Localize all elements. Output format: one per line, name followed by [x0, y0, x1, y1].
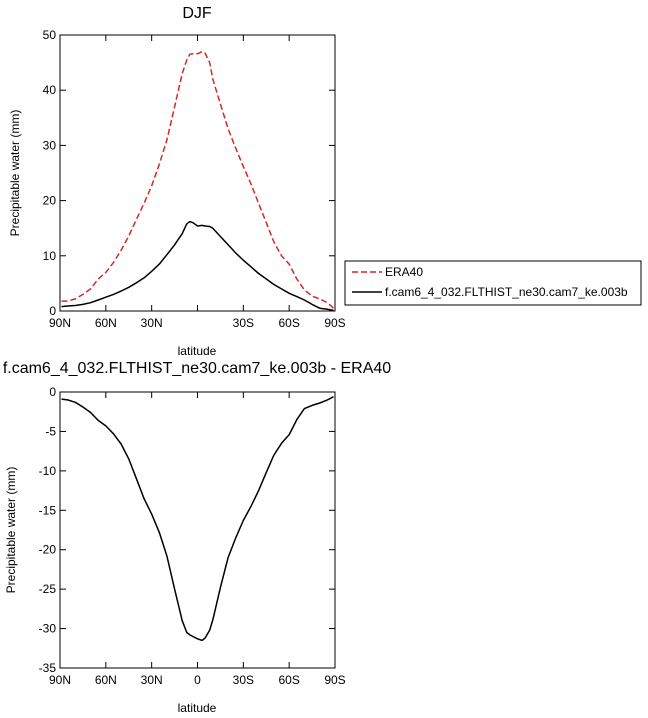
chart-top-series-line-0: [61, 50, 335, 309]
chart-bottom-xtick-label: 30S: [233, 673, 254, 687]
chart-bottom-xtick-label: 60N: [95, 673, 117, 687]
chart-top-ytick-label: 20: [43, 194, 57, 208]
chart-bottom-ytick-label: -5: [45, 424, 56, 438]
chart-top-lines: [61, 50, 335, 312]
chart-bottom-ytick-label: -15: [39, 503, 57, 517]
chart-top-ytick-label: 50: [43, 28, 57, 42]
chart-bottom-ytick-label: -35: [39, 661, 57, 675]
chart-top-ytick-label: 30: [43, 138, 57, 152]
chart-bottom-xtick-label: 0: [194, 673, 201, 687]
chart-top-plot-frame: [59, 34, 336, 312]
chart-top-xtick-label: 90N: [49, 316, 71, 330]
legend-label-era40: ERA40: [385, 265, 423, 279]
chart-bottom-ytick-label: 0: [49, 385, 56, 399]
chart-bottom-y-ticks: 0 -5 -10 -15 -20 -25 -30 -35: [39, 385, 335, 675]
chart-bottom-lines: [61, 396, 334, 642]
chart-top-xtick-label: 30N: [141, 316, 163, 330]
chart-bottom-xtick-label: 90S: [324, 673, 345, 687]
chart-bottom-x-ticks: 90N 60N 30N 0 30S 60S 90S: [49, 392, 346, 687]
legend-label-model: f.cam6_4_032.FLTHIST_ne30.cam7_ke.003b: [385, 285, 628, 299]
chart-top: DJF 0 10 20 30 40 50 90N 60N 30N 30S 60S 90S Preci…: [8, 5, 346, 358]
chart-bottom-ytick-label: -10: [39, 464, 57, 478]
chart-top-ylabel: Precipitable water (mm): [8, 110, 22, 237]
chart-top-title: DJF: [182, 5, 212, 22]
chart-top-xtick-label: 60S: [278, 316, 299, 330]
chart-top-xtick-label: 60N: [95, 316, 117, 330]
legend-frame: [344, 260, 642, 306]
chart-bottom-ylabel: Precipitable water (mm): [4, 467, 18, 594]
chart-top-ytick-label: 40: [43, 83, 57, 97]
chart-bottom-ytick-label: -20: [39, 543, 57, 557]
chart-bottom-xlabel: latitude: [178, 701, 217, 715]
chart-bottom: f.cam6_4_032.FLTHIST_ne30.cam7_ke.003b -…: [3, 360, 391, 715]
chart-bottom-xtick-label: 60S: [278, 673, 299, 687]
chart-bottom-plot-frame: [59, 391, 336, 669]
chart-top-ytick-label: 0: [49, 304, 56, 318]
chart-bottom-series-line-0: [61, 396, 334, 642]
chart-top-xtick-label: 30S: [233, 316, 254, 330]
chart-bottom-xtick-label: 30N: [141, 673, 163, 687]
chart-bottom-ytick-label: -25: [39, 582, 57, 596]
chart-bottom-title: f.cam6_4_032.FLTHIST_ne30.cam7_ke.003b -…: [3, 360, 391, 377]
chart-bottom-ytick-label: -30: [39, 622, 57, 636]
chart-top-ytick-label: 10: [43, 249, 57, 263]
chart-top-xlabel: latitude: [178, 344, 217, 358]
chart-top-xtick-label: 90S: [324, 316, 345, 330]
legend: ERA40 f.cam6_4_032.FLTHIST_ne30.cam7_ke.…: [344, 260, 642, 306]
chart-bottom-xtick-label: 90N: [49, 673, 71, 687]
chart-top-series-line-1: [61, 220, 334, 312]
chart-top-y-ticks: 0 10 20 30 40 50: [43, 28, 335, 318]
